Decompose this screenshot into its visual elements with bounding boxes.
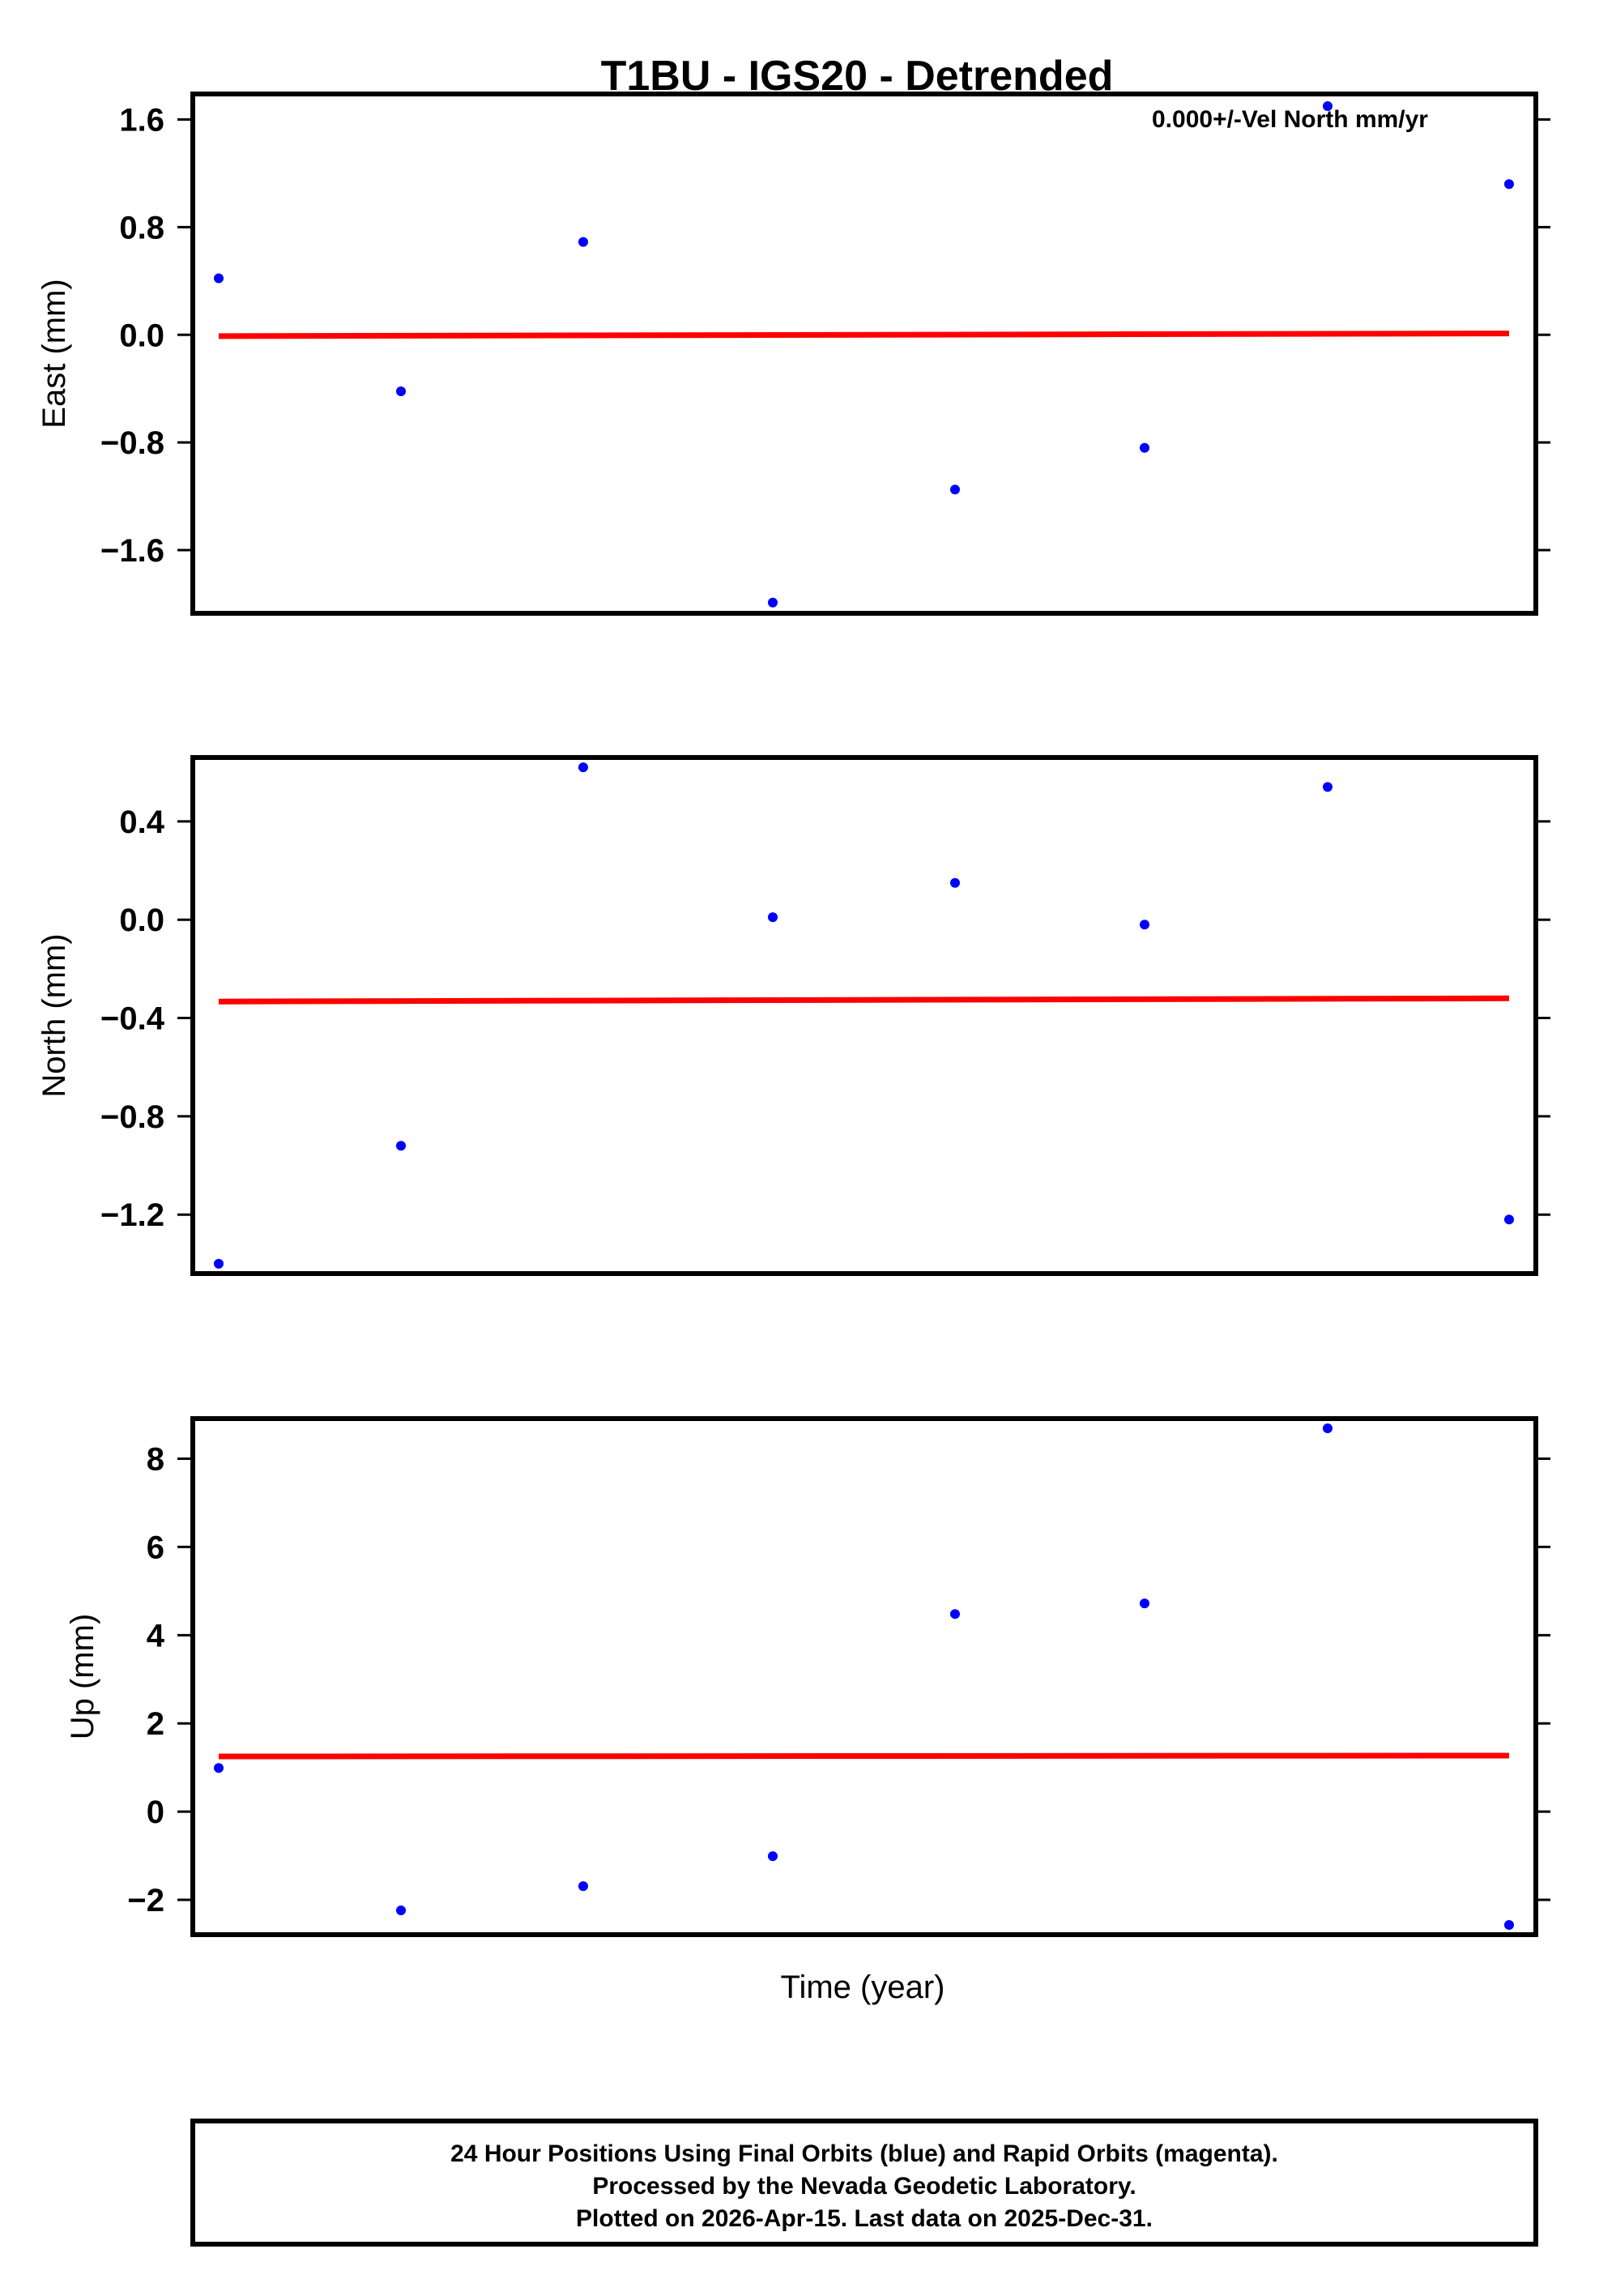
data-point [214, 1763, 224, 1773]
y-axis-label-north: North (mm) [36, 933, 72, 1097]
y-axis-label-east: East (mm) [36, 279, 72, 428]
y-tick-label: 0 [147, 1795, 164, 1830]
plot-frame [190, 1416, 1538, 1937]
data-point [214, 273, 224, 284]
data-point [950, 877, 960, 888]
trend-line [218, 995, 1510, 1005]
plot-frame [190, 92, 1538, 616]
y-tick-label: 0.0 [119, 903, 164, 938]
y-tick-label: −1.2 [100, 1197, 164, 1233]
footer-line-orbits: 24 Hour Positions Using Final Orbits (bl… [450, 2140, 1278, 2167]
y-tick-label: 4 [147, 1618, 165, 1654]
y-tick-label: 2 [147, 1706, 164, 1742]
y-tick-label: −0.8 [100, 425, 164, 461]
data-point [396, 1906, 406, 1916]
footer-frame [190, 2119, 1538, 2247]
trend-line [218, 331, 1510, 339]
panel-up: 8 6 4 2 0 −2 Up (mm) [65, 1416, 1550, 1937]
data-point [578, 237, 588, 247]
data-point [396, 386, 406, 396]
data-point [1323, 100, 1332, 111]
data-point [768, 912, 778, 923]
x-axis-label: Time (year) [781, 1970, 945, 2005]
y-tick-label: 0.0 [119, 318, 164, 353]
data-point [768, 1851, 778, 1862]
y-tick-label: −0.8 [100, 1099, 164, 1135]
y-tick-label: 0.4 [119, 804, 164, 840]
data-point [578, 762, 588, 773]
y-tick-label: 1.6 [119, 103, 164, 139]
footer-line-dates: Plotted on 2026-Apr-15. Last data on 202… [576, 2205, 1153, 2232]
y-tick-label: −1.6 [100, 533, 164, 569]
data-point [1323, 1423, 1332, 1433]
y-tick-label: 8 [147, 1442, 164, 1478]
y-tick-label: 6 [147, 1530, 164, 1565]
data-point [1140, 920, 1149, 930]
panel-east: 1.6 0.8 0.0 −0.8 −1.6 East (mm) [36, 92, 1550, 616]
y-tick-label: −0.4 [100, 1001, 165, 1037]
y-tick-label: −2 [127, 1883, 164, 1918]
footer-line-processed: Processed by the Nevada Geodetic Laborat… [592, 2173, 1136, 2200]
data-point [950, 484, 960, 495]
data-point [1504, 179, 1514, 190]
panels: 1.6 0.8 0.0 −0.8 −1.6 East (mm) 0.4 0.0 −0.4 −0.8… [36, 92, 1550, 1937]
panel-north: 0.4 0.0 −0.4 −0.8 −1.2 North (mm) [36, 755, 1550, 1276]
data-point [1140, 442, 1149, 453]
data-point [214, 1258, 224, 1269]
y-tick-label: 0.8 [119, 210, 164, 245]
data-point [578, 1881, 588, 1892]
footer-box: 24 Hour Positions Using Final Orbits (bl… [190, 2119, 1538, 2247]
data-point [1140, 1598, 1149, 1609]
data-point [768, 597, 778, 608]
y-axis-label-up: Up (mm) [65, 1614, 100, 1740]
data-point [1504, 1214, 1514, 1225]
velocity-annotation: 0.000+/-Vel North mm/yr [1152, 106, 1428, 133]
data-point [950, 1609, 960, 1620]
data-point [396, 1141, 406, 1151]
data-point [1504, 1920, 1514, 1931]
plot-frame [190, 755, 1538, 1276]
data-point [1323, 782, 1332, 792]
